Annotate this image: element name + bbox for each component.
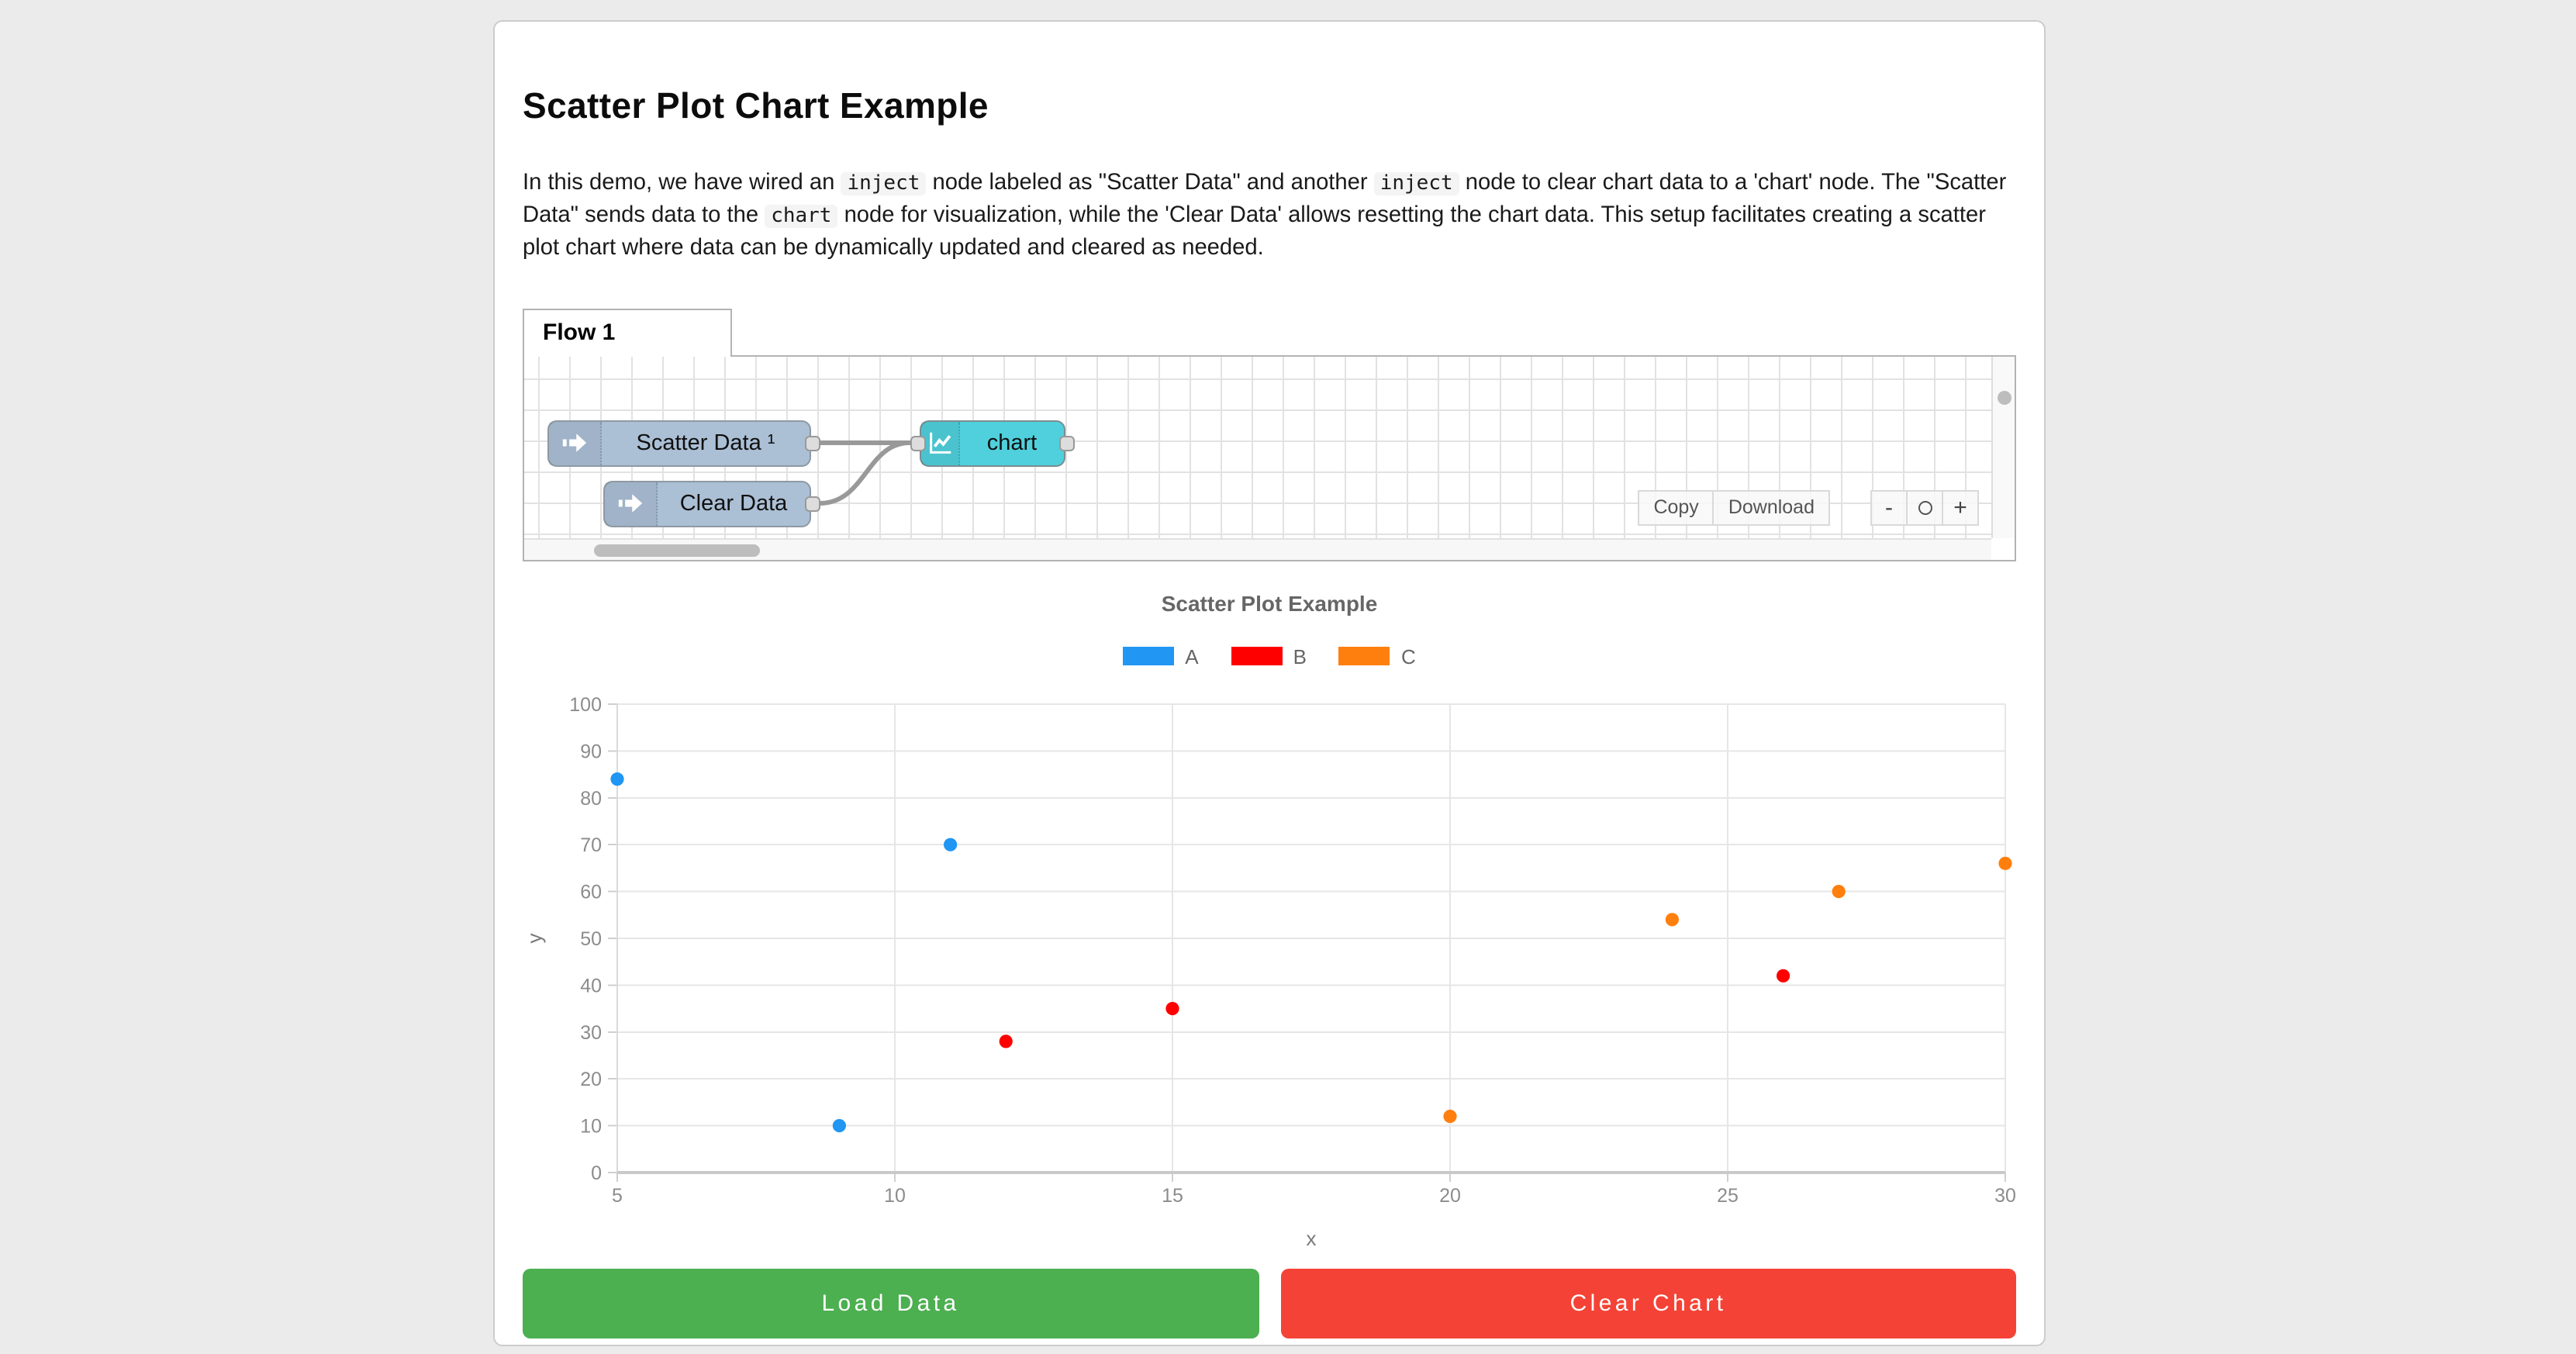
chart-title: Scatter Plot Example xyxy=(1161,591,1378,616)
plus-icon: + xyxy=(1953,494,1967,520)
clear-chart-button[interactable]: Clear Chart xyxy=(1280,1269,2016,1338)
axis-tick-label: 30 xyxy=(1994,1185,2016,1207)
flow-tab-label: Flow 1 xyxy=(543,320,616,346)
load-data-button[interactable]: Load Data xyxy=(523,1269,1259,1338)
inject-arrow-icon xyxy=(549,421,602,465)
axis-tick-label: 40 xyxy=(580,975,602,997)
legend-item-A[interactable]: A xyxy=(1123,644,1199,668)
inline-code: inject xyxy=(1373,172,1459,195)
vertical-scrollbar xyxy=(1991,357,2015,538)
circle-icon xyxy=(1918,501,1932,516)
axis-tick-label: 20 xyxy=(1439,1185,1461,1207)
line-chart-icon xyxy=(921,421,960,465)
axis-tick-label: 5 xyxy=(612,1185,623,1207)
legend-swatch xyxy=(1338,647,1390,665)
minus-icon: - xyxy=(1885,494,1893,520)
horizontal-scrollbar xyxy=(524,538,1991,560)
axis-tick-label: 60 xyxy=(580,882,602,903)
chart-legend: A B C xyxy=(523,644,2016,668)
flow-wires xyxy=(817,440,912,506)
inline-code: inject xyxy=(841,172,927,195)
axis-tick-label: 100 xyxy=(569,694,602,716)
axis-tick-label: 50 xyxy=(580,928,602,950)
output-port[interactable] xyxy=(1059,435,1075,451)
node-label: chart xyxy=(986,430,1038,455)
data-point-C[interactable] xyxy=(1443,1109,1457,1124)
scatter-chart-svg: 0 10 20 30 40 50 60 70 80 90 100 5 10 15 20 25 30 x y xyxy=(523,694,2016,1250)
axis-tick-label: 90 xyxy=(580,741,602,762)
output-port[interactable] xyxy=(805,496,820,511)
vertical-scroll-thumb[interactable] xyxy=(1998,391,2011,405)
node-chart[interactable]: chart xyxy=(910,420,1075,466)
legend-label: A xyxy=(1185,644,1199,668)
node-inject-scatter-data[interactable]: Scatter Data ¹ xyxy=(547,420,820,466)
x-axis-title: x xyxy=(1307,1227,1317,1250)
legend-label: C xyxy=(1400,644,1416,668)
legend-swatch xyxy=(1123,647,1175,665)
axis-tick-label: 30 xyxy=(580,1022,602,1044)
flow-editor: Flow 1 Scatter Data ¹ xyxy=(523,309,2016,561)
zoom-out-button[interactable]: - xyxy=(1870,490,1908,526)
data-point-A[interactable] xyxy=(832,1119,846,1133)
action-buttons: Load Data Clear Chart xyxy=(523,1269,2016,1338)
data-point-A[interactable] xyxy=(610,772,624,786)
axis-tick-label: 15 xyxy=(1162,1185,1183,1207)
zoom-reset-button[interactable] xyxy=(1906,490,1943,526)
node-label: Scatter Data ¹ xyxy=(636,430,775,455)
node-label: Clear Data xyxy=(679,491,788,516)
axis-tick-label: 70 xyxy=(580,834,602,856)
flow-tab[interactable]: Flow 1 xyxy=(523,309,732,357)
description: In this demo, we have wired an inject no… xyxy=(523,171,2007,261)
flow-canvas: Scatter Data ¹ Clear Data xyxy=(524,357,1991,538)
legend-label: B xyxy=(1293,644,1307,668)
input-port[interactable] xyxy=(910,435,926,451)
data-point-B[interactable] xyxy=(999,1034,1013,1048)
zoom-in-button[interactable]: + xyxy=(1942,490,1979,526)
flow-wrapper: Scatter Data ¹ Clear Data xyxy=(523,355,2016,561)
axis-tick-label: 10 xyxy=(580,1116,602,1138)
data-point-B[interactable] xyxy=(1165,1002,1179,1016)
data-point-C[interactable] xyxy=(1832,885,1846,899)
axis-tick-label: 80 xyxy=(580,788,602,810)
data-point-C[interactable] xyxy=(1998,856,2012,870)
axis-tick-label: 10 xyxy=(884,1185,906,1207)
legend-swatch xyxy=(1231,647,1283,665)
output-port[interactable] xyxy=(805,435,820,451)
legend-item-B[interactable]: B xyxy=(1231,644,1307,668)
horizontal-scroll-thumb[interactable] xyxy=(594,544,760,557)
y-axis-title: y xyxy=(523,934,546,944)
axis-tick-label: 25 xyxy=(1717,1185,1739,1207)
wire-clear-to-chart xyxy=(817,440,912,506)
legend-item-C[interactable]: C xyxy=(1338,644,1416,668)
inline-code: chart xyxy=(765,205,838,228)
data-point-B[interactable] xyxy=(1777,969,1790,983)
data-point-C[interactable] xyxy=(1665,913,1679,927)
download-button[interactable]: Download xyxy=(1712,490,1830,526)
chart-host: 0 10 20 30 40 50 60 70 80 90 100 5 10 15 20 25 30 x y xyxy=(523,675,2016,1258)
axis-tick-label: 0 xyxy=(591,1162,602,1184)
chart-panel: Scatter Plot Example A B C 0 10 20 30 40 50 60 70… xyxy=(523,591,2016,1258)
axis-tick-label: 20 xyxy=(580,1069,602,1090)
copy-button[interactable]: Copy xyxy=(1638,490,1714,526)
page-title: Scatter Plot Chart Example xyxy=(523,85,989,126)
content-card: Scatter Plot Chart Example In this demo,… xyxy=(493,20,2046,1346)
node-inject-clear-data[interactable]: Clear Data xyxy=(603,480,820,527)
canvas-toolbar: Copy Download xyxy=(1638,490,1830,526)
zoom-controls: - + xyxy=(1870,490,1979,526)
inject-arrow-icon xyxy=(605,482,658,525)
data-point-A[interactable] xyxy=(944,838,958,851)
